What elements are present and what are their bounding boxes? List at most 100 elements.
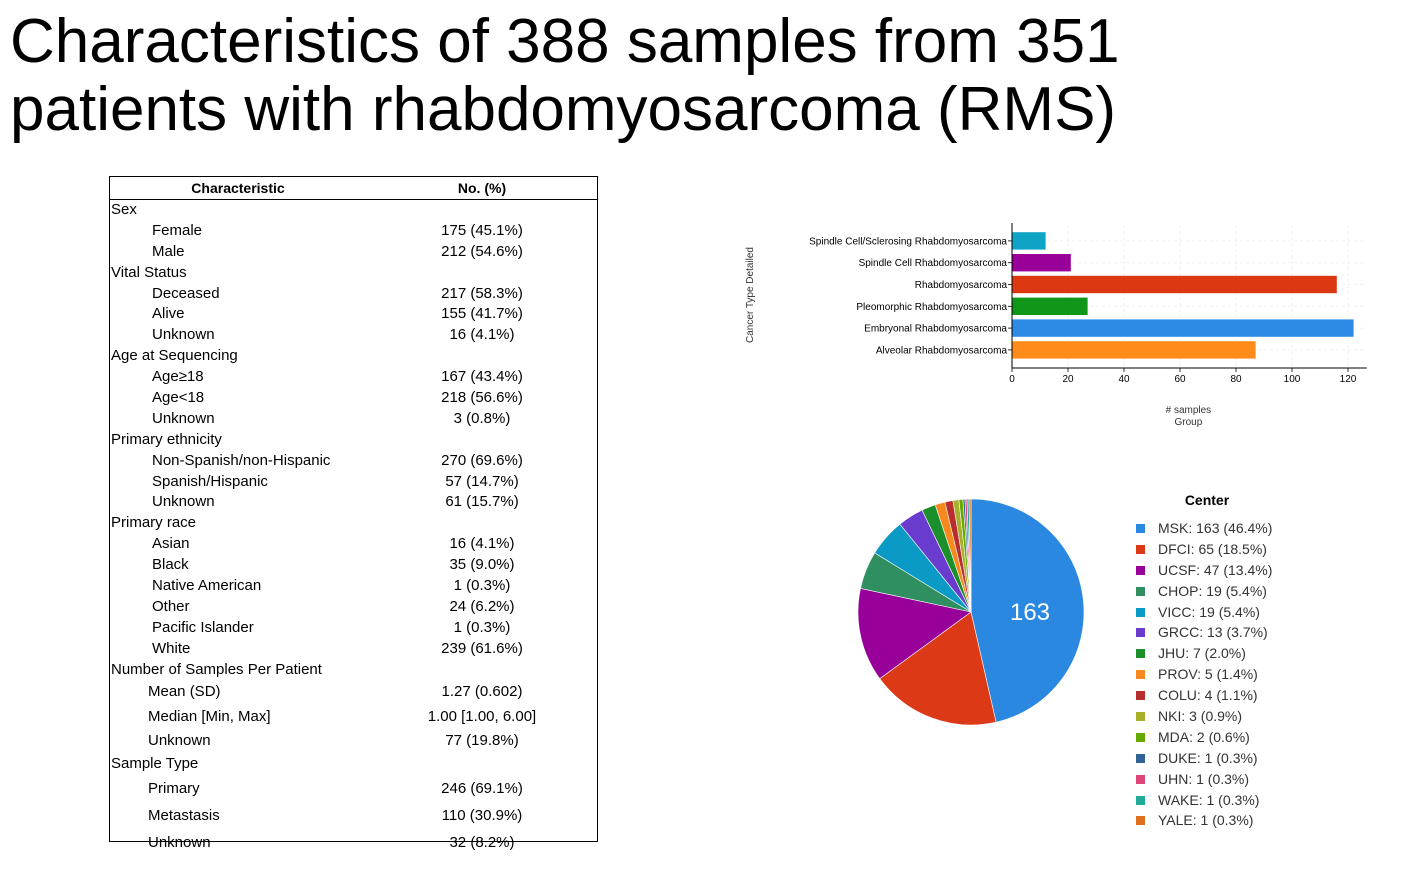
legend-swatch: [1136, 670, 1145, 680]
x-tick-label: 100: [1284, 374, 1301, 385]
row-value: 61 (15.7%): [445, 493, 519, 511]
legend-title: Center: [1184, 492, 1230, 508]
category-label: Pleomorphic Rhabdomyosarcoma: [856, 302, 1007, 313]
table-row: Male 212 (54.6%): [110, 242, 597, 263]
bar: [1012, 232, 1046, 250]
section-label: Primary ethnicity: [111, 430, 222, 448]
legend-item: UCSF: 47 (13.4%): [1132, 562, 1332, 583]
legend-swatch: [1136, 628, 1145, 638]
row-label: Mean (SD): [148, 683, 221, 701]
legend-swatch: [1136, 586, 1145, 596]
category-label: Spindle Cell Rhabdomyosarcoma: [859, 258, 1008, 269]
row-value: 57 (14.7%): [445, 472, 519, 490]
legend-swatch: [1136, 649, 1145, 659]
table-row: Unknown 32 (8.2%): [110, 829, 597, 856]
table-row: Asian 16 (4.1%): [110, 534, 597, 555]
legend-label: GRCC: 13 (3.7%): [1158, 624, 1268, 641]
table-section-row: Vital Status: [110, 263, 597, 284]
legend-item: VICC: 19 (5.4%): [1132, 604, 1332, 625]
table-row: Unknown 77 (19.8%): [110, 729, 597, 754]
row-label: Black: [152, 556, 189, 574]
pie-center-label: 163: [1010, 599, 1050, 626]
center-pie-chart: 163: [857, 498, 1085, 726]
table-row: Other 24 (6.2%): [110, 597, 597, 618]
row-value: 3 (0.8%): [453, 409, 511, 427]
bar: [1012, 297, 1088, 315]
row-label: Male: [152, 242, 185, 260]
row-label: Female: [152, 221, 203, 239]
row-label: Primary: [148, 779, 200, 797]
row-value: 246 (69.1%): [441, 779, 523, 797]
legend-item: JHU: 7 (2.0%): [1132, 645, 1332, 666]
title-line-1: Characteristics of 388 samples from 351: [10, 7, 1120, 76]
legend-label: CHOP: 19 (5.4%): [1158, 582, 1267, 599]
row-value: 239 (61.6%): [441, 639, 523, 657]
legend-swatch: [1136, 732, 1145, 742]
legend-swatch: [1136, 565, 1145, 575]
row-label: Alive: [152, 305, 185, 323]
x-tick-label: 80: [1230, 374, 1242, 385]
table-row: Age<18 218 (56.6%): [110, 388, 597, 409]
pie-slice: [968, 498, 972, 613]
row-value: 167 (43.4%): [441, 368, 523, 386]
legend-item: YALE: 1 (0.3%): [1132, 812, 1332, 833]
legend-label: WAKE: 1 (0.3%): [1158, 791, 1260, 808]
legend-label: PROV: 5 (1.4%): [1158, 666, 1258, 683]
bar: [1012, 319, 1354, 337]
table-row: Primary 246 (69.1%): [110, 775, 597, 802]
x-axis-group-label: Group: [1175, 417, 1203, 428]
title-line-2: patients with rhabdomyosarcoma (RMS): [10, 75, 1117, 144]
table-header: Characteristic No. (%): [110, 177, 597, 200]
table-section-row: Sample Type: [110, 754, 597, 775]
legend-item: CHOP: 19 (5.4%): [1132, 583, 1332, 604]
pie-slice: [857, 588, 972, 680]
legend-swatch: [1136, 753, 1145, 763]
x-axis-label: # samples: [1166, 405, 1212, 416]
table-row: Non-Spanish/non-Hispanic 270 (69.6%): [110, 451, 597, 472]
row-value: 217 (58.3%): [441, 284, 523, 302]
section-label: Sex: [111, 201, 137, 218]
row-label: Deceased: [152, 284, 220, 302]
slide-title: Characteristics of 388 samples from 351 …: [10, 8, 1310, 144]
category-label: Embryonal Rhabdomyosarcoma: [864, 324, 1007, 335]
row-label: Asian: [152, 535, 190, 553]
table-row: Deceased 217 (58.3%): [110, 284, 597, 305]
legend-label: UHN: 1 (0.3%): [1158, 770, 1250, 787]
column-header-characteristic: Characteristic: [191, 180, 285, 196]
row-label: Unknown: [152, 409, 215, 427]
legend-item: DFCI: 65 (18.5%): [1132, 541, 1332, 562]
table-row: Native American 1 (0.3%): [110, 576, 597, 597]
legend-item: NKI: 3 (0.9%): [1132, 708, 1332, 729]
x-tick-label: 40: [1118, 374, 1130, 385]
table-section-row: Sex: [110, 200, 597, 221]
bar: [1012, 254, 1071, 272]
legend-swatch: [1136, 607, 1145, 617]
row-label: White: [152, 639, 191, 657]
legend-label: NKI: 3 (0.9%): [1158, 708, 1243, 725]
row-label: Age≥18: [152, 368, 204, 386]
row-value: 155 (41.7%): [441, 305, 523, 323]
legend-label: UCSF: 47 (13.4%): [1158, 561, 1273, 578]
legend-swatch: [1136, 816, 1145, 826]
table-row: Age≥18 167 (43.4%): [110, 367, 597, 388]
row-label: Non-Spanish/non-Hispanic: [152, 451, 331, 469]
bar: [1012, 275, 1337, 294]
section-label: Sample Type: [111, 754, 199, 772]
row-label: Pacific Islander: [152, 618, 254, 636]
table-row: Alive 155 (41.7%): [110, 304, 597, 325]
legend-item: MSK: 163 (46.4%): [1132, 520, 1332, 541]
table-row: Mean (SD) 1.27 (0.602): [110, 680, 597, 705]
section-label: Age at Sequencing: [111, 347, 238, 365]
legend-label: YALE: 1 (0.3%): [1158, 812, 1254, 829]
table-section-row: Number of Samples Per Patient: [110, 660, 597, 681]
row-value: 212 (54.6%): [441, 242, 523, 260]
legend-label: DUKE: 1 (0.3%): [1158, 749, 1258, 766]
category-label: Rhabdomyosarcoma: [915, 280, 1008, 291]
row-label: Unknown: [152, 493, 215, 511]
row-value: 77 (19.8%): [445, 732, 519, 750]
legend-swatch: [1136, 544, 1145, 554]
legend-item: DUKE: 1 (0.3%): [1132, 750, 1332, 771]
table-row: Black 35 (9.0%): [110, 555, 597, 576]
row-value: 110 (30.9%): [441, 806, 523, 824]
legend-item: UHN: 1 (0.3%): [1132, 771, 1332, 792]
